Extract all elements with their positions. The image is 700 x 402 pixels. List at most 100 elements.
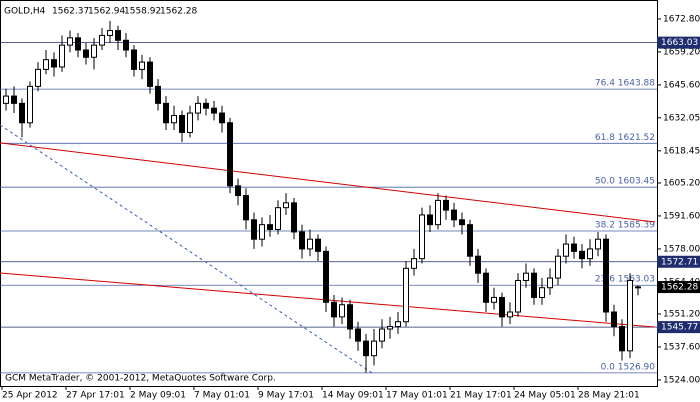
price-tag-label: 1562.28 (661, 283, 698, 293)
candle-body (99, 34, 105, 46)
candle-body (19, 102, 25, 124)
fib-label: 76.4 1643.88 (595, 79, 655, 89)
last-open: 1562.37 (52, 7, 89, 17)
y-tick-label: 1524.00 (663, 375, 700, 385)
candle-body (419, 214, 425, 260)
x-tick-label: 28 May 21:01 (578, 391, 640, 401)
candle-body (531, 272, 537, 298)
candle-body (131, 49, 137, 70)
candle-body (443, 199, 449, 211)
x-tick-label: 2 May 09:01 (130, 391, 186, 401)
price-tag-label: 1663.03 (661, 38, 698, 48)
price-tag (657, 321, 700, 334)
price-tag (657, 255, 700, 268)
candle-body (107, 30, 113, 36)
fib-label: 38.2 1585.39 (595, 220, 655, 230)
candle-body (547, 277, 553, 289)
candle-body (619, 326, 625, 352)
candle-body (251, 219, 257, 240)
candle-body (51, 59, 57, 68)
candle-body (363, 340, 369, 357)
y-tick-label: 1578.00 (663, 244, 700, 254)
last-low: 1558.92 (124, 7, 161, 17)
candle-body (339, 304, 345, 318)
x-tick-label: 27 Apr 17:01 (66, 391, 125, 401)
candle-body (411, 258, 417, 269)
candle-body (627, 279, 633, 352)
candle-body (387, 326, 393, 330)
price-tag (657, 281, 700, 294)
candle-body (227, 122, 233, 187)
chart-title: GOLD,H4 (4, 7, 46, 17)
candle-body (571, 243, 577, 252)
candle-body (315, 238, 321, 252)
candle-body (587, 248, 593, 260)
candle-body (139, 61, 145, 70)
x-tick-label: 21 May 17:01 (450, 391, 512, 401)
candle-body (203, 102, 209, 109)
candle-body (91, 44, 97, 58)
candle-body (379, 328, 385, 342)
candle-body (219, 112, 225, 124)
y-tick-label: 1632.05 (663, 113, 700, 123)
candle-body (35, 68, 41, 87)
candle-body (347, 304, 353, 330)
candle-body (195, 102, 201, 114)
candle-body (403, 267, 409, 323)
candle-body (187, 112, 193, 133)
candle-body (523, 272, 529, 281)
candle-body (467, 224, 473, 257)
y-tick-label: 1537.60 (663, 342, 700, 352)
trendline (0, 124, 373, 374)
candle-body (67, 37, 73, 46)
candle-body (611, 311, 617, 328)
candle-body (603, 238, 609, 313)
candle-body (395, 321, 401, 328)
candle-body (75, 37, 81, 51)
candle-body (331, 301, 337, 318)
candle-body (291, 202, 297, 233)
candle-body (171, 114, 177, 124)
y-tick-label: 1645.60 (663, 80, 700, 90)
candle-body (275, 207, 281, 231)
candle-body (259, 224, 265, 240)
candle-body (499, 296, 505, 318)
candle-body (563, 243, 569, 257)
candle-body (27, 85, 33, 124)
candle-body (307, 238, 313, 250)
trendline (0, 142, 656, 223)
candle-body (427, 214, 433, 226)
candle-body (491, 296, 497, 303)
plot-frame (0, 0, 658, 387)
fib-label: 50.0 1603.45 (595, 177, 655, 187)
candle-body (435, 199, 441, 226)
last-close: 1562.28 (160, 7, 197, 17)
candle-body (267, 224, 273, 231)
candle-body (115, 30, 121, 41)
candle-body (635, 286, 641, 289)
y-tick-label: 1591.60 (663, 211, 700, 221)
price-tag-label: 1572.71 (661, 257, 698, 267)
candle-body (43, 59, 49, 70)
x-tick-label: 9 May 17:01 (258, 391, 314, 401)
candle-body (235, 185, 241, 197)
candle-body (451, 209, 457, 221)
x-tick-label: 14 May 09:01 (322, 391, 384, 401)
candle-body (299, 231, 305, 250)
candle-body (243, 195, 249, 221)
price-tag-label: 1545.77 (661, 323, 698, 333)
candle-body (283, 202, 289, 209)
candle-body (595, 238, 601, 250)
candle-body (3, 95, 9, 104)
last-high: 1562.94 (88, 7, 125, 17)
candle-body (163, 102, 169, 124)
candle-body (211, 107, 217, 114)
candle-body (507, 311, 513, 318)
x-tick-label: 7 May 01:01 (194, 391, 250, 401)
y-tick-label: 1618.45 (663, 146, 700, 156)
x-tick-label: 17 May 01:01 (386, 391, 448, 401)
candle-body (155, 85, 161, 104)
y-tick-label: 1605.20 (663, 178, 700, 188)
x-tick-label: 24 May 05:01 (514, 391, 576, 401)
